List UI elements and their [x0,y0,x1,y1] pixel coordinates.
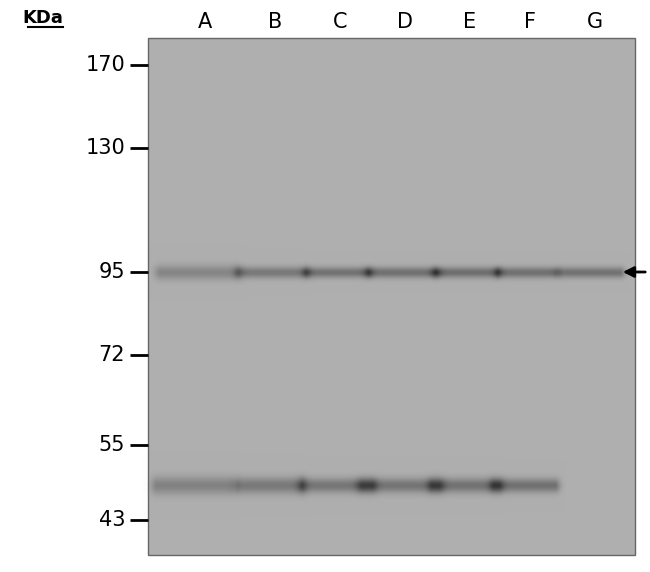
Text: A: A [198,12,212,32]
Text: D: D [397,12,413,32]
Text: E: E [463,12,476,32]
Text: 72: 72 [99,345,125,365]
Text: C: C [333,12,347,32]
Text: F: F [524,12,536,32]
Text: B: B [268,12,282,32]
Text: 55: 55 [99,435,125,455]
Text: 95: 95 [98,262,125,282]
Text: G: G [587,12,603,32]
Text: KDa: KDa [23,9,64,27]
Text: 130: 130 [85,138,125,158]
Text: 43: 43 [99,510,125,530]
Text: 170: 170 [85,55,125,75]
Bar [148,38,635,555]
